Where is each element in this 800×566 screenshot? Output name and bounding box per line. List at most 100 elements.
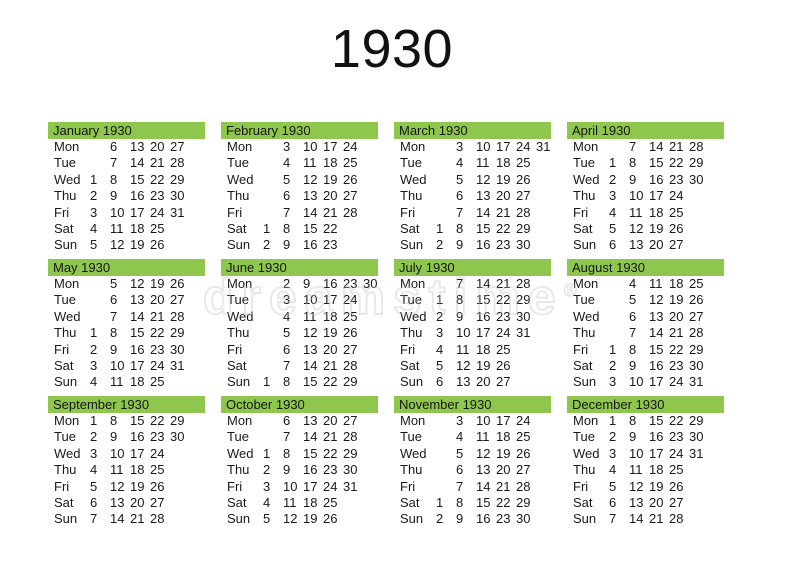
date-cell: 14	[303, 429, 318, 445]
date-cell: 8	[456, 220, 464, 236]
date-cell: 10	[456, 325, 471, 341]
date-cell	[436, 139, 456, 155]
day-label: Mon	[54, 276, 80, 291]
date-cell: 20	[150, 292, 165, 308]
day-label: Tue	[400, 429, 422, 445]
date-cell	[263, 276, 283, 292]
date-cell	[536, 325, 556, 341]
day-label: Wed	[54, 445, 81, 461]
date-cell: 20	[649, 494, 664, 510]
date-cell: 9	[629, 429, 637, 445]
day-label: Sat	[573, 357, 593, 373]
date-cell: 3	[456, 139, 464, 154]
date-cell: 30	[689, 357, 704, 373]
weekday-row: Fri 6 13 20 27	[221, 342, 378, 358]
date-cell: 6	[456, 188, 464, 204]
date-cell: 21	[323, 429, 338, 445]
date-cell: 6	[283, 413, 291, 428]
date-cell: 15	[476, 292, 491, 308]
date-cell	[436, 155, 456, 171]
date-cell: 28	[343, 204, 358, 220]
date-cell: 29	[170, 171, 185, 187]
date-cell: 10	[629, 374, 644, 390]
date-cell: 20	[150, 139, 165, 154]
date-cell	[363, 342, 383, 358]
date-cell: 23	[669, 357, 684, 373]
day-label: Thu	[400, 188, 423, 204]
month-block-september: September 1930 Mon 1 8 15 22 29 Tue 2 9 16 23 30 Wed…	[48, 396, 205, 528]
date-cell: 11	[110, 374, 124, 390]
date-cell: 23	[323, 462, 338, 478]
date-cell	[689, 188, 709, 204]
weekday-row: Fri 1 8 15 22 29	[567, 342, 724, 358]
date-cell: 12	[110, 237, 125, 253]
date-cell: 2	[90, 341, 98, 357]
date-cell: 12	[456, 357, 471, 373]
date-cell	[190, 205, 210, 221]
weekday-row: Sun 4 11 18 25	[48, 374, 205, 390]
day-label: Tue	[227, 155, 249, 171]
date-cell	[709, 221, 729, 237]
date-cell	[90, 276, 110, 292]
date-cell: 23	[669, 429, 684, 445]
date-cell: 8	[110, 171, 118, 187]
day-label: Sat	[400, 357, 420, 373]
day-label: Tue	[400, 155, 422, 171]
date-cell: 21	[649, 511, 664, 527]
weekday-row: Fri 3 10 17 24 31	[221, 479, 378, 495]
day-label: Wed	[227, 171, 254, 187]
date-cell: 28	[689, 325, 704, 341]
date-cell	[170, 237, 190, 253]
date-cell	[263, 325, 283, 341]
month-rows: Mon 7 14 21 28 Tue 1 8 15 22 29 Wed 2 9 16 23 30 Thu 3 10 17…	[394, 276, 551, 391]
month-header: December 1930	[567, 396, 724, 413]
date-cell: 24	[669, 445, 684, 461]
weekday-row: Sun 6 13 20 27	[394, 374, 551, 390]
date-cell	[436, 188, 456, 204]
day-label: Fri	[227, 204, 243, 220]
date-cell: 15	[130, 413, 145, 428]
weekday-row: Fri 7 14 21 28	[394, 479, 551, 495]
day-label: Wed	[400, 171, 427, 187]
date-cell: 6	[110, 292, 118, 308]
date-cell: 12	[649, 292, 664, 308]
date-cell: 19	[649, 220, 664, 236]
weekday-row: Fri 2 9 16 23 30	[48, 342, 205, 358]
day-label: Sun	[227, 237, 251, 253]
date-cell: 18	[476, 341, 491, 357]
date-cell: 17	[130, 445, 145, 461]
weekday-row: Fri 7 14 21 28	[394, 205, 551, 221]
date-cell	[609, 325, 629, 341]
date-cell: 12	[110, 478, 125, 494]
date-cell: 6	[609, 494, 617, 510]
date-cell: 20	[669, 308, 684, 324]
weekday-row: Thu 7 14 21 28	[567, 325, 724, 341]
date-cell	[170, 374, 190, 390]
day-label: Thu	[400, 325, 423, 341]
date-cell: 21	[669, 139, 684, 154]
date-cell: 2	[90, 429, 98, 445]
date-cell: 21	[323, 357, 338, 373]
date-cell: 5	[263, 511, 271, 527]
weekday-row: Mon 3 10 17 24	[221, 139, 378, 155]
weekday-row: Mon 5 12 19 26	[48, 276, 205, 292]
date-cell	[709, 413, 729, 429]
date-cell: 14	[649, 325, 664, 341]
date-cell: 14	[130, 155, 145, 171]
date-cell	[363, 358, 383, 374]
date-cell: 19	[323, 171, 338, 187]
day-label: Mon	[227, 413, 253, 428]
month-rows: Mon 7 14 21 28 Tue 1 8 15 22 29 Wed 2 9 16 23 30 Thu 3 10 17…	[567, 139, 724, 254]
date-cell	[536, 205, 556, 221]
weekday-row: Sun 3 10 17 24 31	[567, 374, 724, 390]
date-cell	[363, 374, 383, 390]
year-title: 1930	[330, 19, 454, 79]
date-cell: 22	[323, 374, 338, 390]
date-cell: 29	[343, 374, 358, 390]
date-cell: 7	[90, 511, 98, 527]
date-cell	[709, 374, 729, 390]
date-cell: 30	[363, 276, 378, 291]
day-label: Fri	[227, 341, 243, 357]
date-cell: 1	[609, 413, 617, 428]
date-cell	[90, 139, 110, 155]
